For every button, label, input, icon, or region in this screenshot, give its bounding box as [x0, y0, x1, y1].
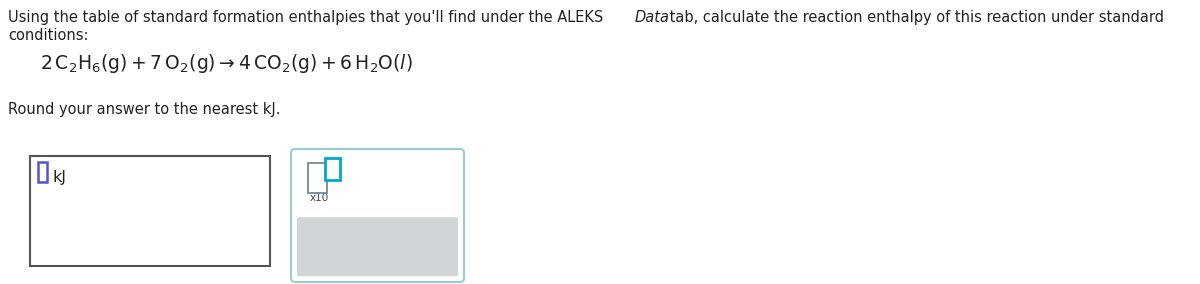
Text: ↵: ↵ — [397, 239, 414, 259]
Text: Data: Data — [635, 10, 670, 25]
Text: Using the table of standard formation enthalpies that you'll find under the ALEK: Using the table of standard formation en… — [8, 10, 608, 25]
FancyBboxPatch shape — [30, 156, 270, 266]
Text: Round your answer to the nearest kJ.: Round your answer to the nearest kJ. — [8, 102, 281, 117]
FancyBboxPatch shape — [292, 149, 464, 282]
FancyBboxPatch shape — [298, 217, 458, 276]
Text: conditions:: conditions: — [8, 28, 89, 43]
FancyBboxPatch shape — [308, 163, 326, 193]
Text: x10: x10 — [310, 193, 329, 203]
Text: ×: × — [341, 239, 358, 259]
Text: kJ: kJ — [52, 170, 66, 185]
Text: tab, calculate the reaction enthalpy of this reaction under standard: tab, calculate the reaction enthalpy of … — [665, 10, 1164, 25]
FancyBboxPatch shape — [325, 158, 340, 180]
FancyBboxPatch shape — [38, 162, 47, 182]
Text: $2\,\mathrm{C_2H_6(g)+7\,O_2(g){\rightarrow}4\,CO_2(g)+6\,H_2O(\mathit{l})}$: $2\,\mathrm{C_2H_6(g)+7\,O_2(g){\rightar… — [40, 52, 413, 75]
